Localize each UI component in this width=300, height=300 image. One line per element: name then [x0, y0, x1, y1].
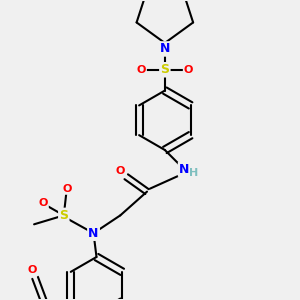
Text: H: H [189, 168, 199, 178]
Text: O: O [136, 65, 146, 75]
Text: O: O [116, 166, 125, 176]
Text: O: O [184, 65, 193, 75]
Text: N: N [160, 42, 170, 56]
Text: O: O [27, 266, 37, 275]
Text: O: O [62, 184, 71, 194]
Text: O: O [38, 199, 48, 208]
Text: N: N [88, 227, 99, 240]
Text: S: S [160, 63, 169, 76]
Text: N: N [179, 163, 189, 176]
Text: S: S [59, 209, 68, 222]
